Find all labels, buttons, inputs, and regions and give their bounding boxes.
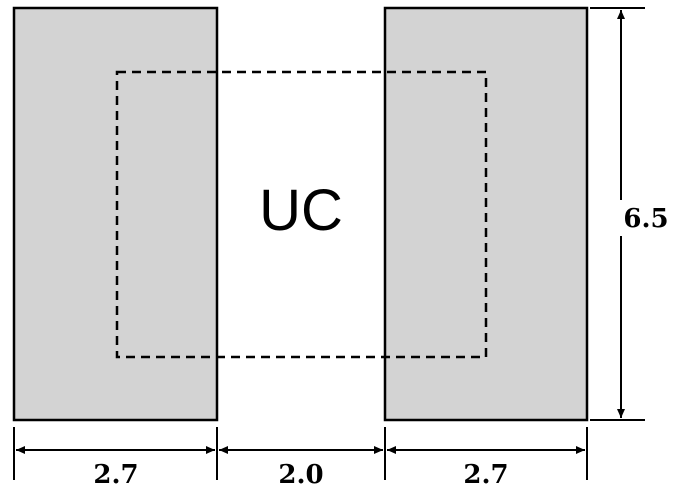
dashed-unit-cell <box>115 70 488 359</box>
height-label-bg <box>611 200 661 236</box>
width-label-left: 2.7 <box>93 460 138 490</box>
width-label-left-bg <box>88 456 144 488</box>
width-label-right: 2.7 <box>463 460 508 490</box>
width-label-gap-bg <box>273 456 329 488</box>
center-label: UC <box>259 178 343 243</box>
width-label-gap: 2.0 <box>278 460 323 490</box>
height-label: 6.5 <box>623 204 668 234</box>
left-block <box>12 6 219 422</box>
width-label-right-bg <box>458 456 514 488</box>
